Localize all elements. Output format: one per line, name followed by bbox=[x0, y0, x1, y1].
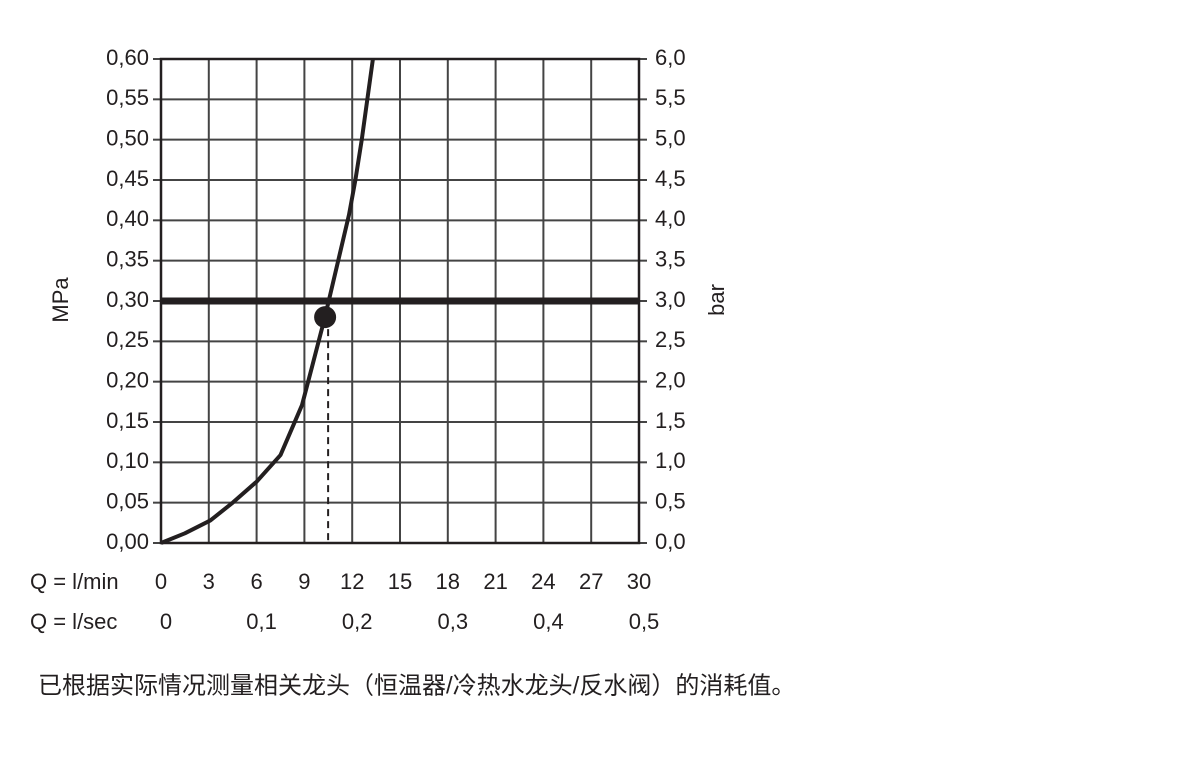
x2-tick-label: 0,1 bbox=[246, 609, 277, 634]
x-tick-label: 27 bbox=[579, 569, 603, 594]
x-tick-label: 24 bbox=[531, 569, 555, 594]
y2-tick-label: 2,5 bbox=[655, 327, 686, 352]
y2-tick-label: 0,5 bbox=[655, 488, 686, 513]
y-tick-label: 0,20 bbox=[106, 367, 149, 392]
y2-tick-label: 4,5 bbox=[655, 166, 686, 191]
y2-tick-label: 3,5 bbox=[655, 246, 686, 271]
x2-tick-label: 0 bbox=[160, 609, 172, 634]
curve bbox=[160, 58, 375, 545]
operating-point bbox=[314, 306, 337, 329]
y-tick-label: 0,00 bbox=[106, 529, 149, 554]
x2-axis-label: Q = l/sec bbox=[30, 609, 117, 634]
x-tick-label: 3 bbox=[203, 569, 215, 594]
x-axis-label: Q = l/min bbox=[30, 569, 119, 594]
x2-tick-label: 0,2 bbox=[342, 609, 373, 634]
x-tick-label: 0 bbox=[155, 569, 167, 594]
x2-tick-label: 0,4 bbox=[533, 609, 564, 634]
x-tick-label: 9 bbox=[298, 569, 310, 594]
x-tick-label: 30 bbox=[627, 569, 651, 594]
y2-tick-label: 5,5 bbox=[655, 85, 686, 110]
x-tick-label: 21 bbox=[483, 569, 507, 594]
y2-tick-label: 5,0 bbox=[655, 125, 686, 150]
x2-tick-label: 0,3 bbox=[438, 609, 469, 634]
y2-tick-label: 1,5 bbox=[655, 408, 686, 433]
y-tick-label: 0,35 bbox=[106, 246, 149, 271]
y-axis-label: MPa bbox=[48, 277, 73, 323]
y2-tick-label: 4,0 bbox=[655, 206, 686, 231]
x-tick-label: 15 bbox=[388, 569, 412, 594]
y-tick-label: 0,40 bbox=[106, 206, 149, 231]
y2-axis-label: bar bbox=[704, 284, 729, 316]
y-tick-label: 0,55 bbox=[106, 85, 149, 110]
y-tick-label: 0,10 bbox=[106, 448, 149, 473]
y-tick-label: 0,25 bbox=[106, 327, 149, 352]
y2-tick-label: 6,0 bbox=[655, 45, 686, 70]
footnote: 已根据实际情况测量相关龙头（恒温器/冷热水龙头/反水阀）的消耗值。 bbox=[38, 672, 795, 699]
y-tick-label: 0,45 bbox=[106, 166, 149, 191]
y-tick-label: 0,60 bbox=[106, 45, 149, 70]
y-tick-label: 0,30 bbox=[106, 287, 149, 312]
x-tick-label: 18 bbox=[436, 569, 460, 594]
x-tick-label: 6 bbox=[250, 569, 262, 594]
y-tick-label: 0,15 bbox=[106, 408, 149, 433]
y-tick-label: 0,50 bbox=[106, 125, 149, 150]
y-tick-label: 0,05 bbox=[106, 488, 149, 513]
x2-tick-label: 0,5 bbox=[629, 609, 660, 634]
x-tick-label: 12 bbox=[340, 569, 364, 594]
y2-tick-label: 0,0 bbox=[655, 529, 686, 554]
y2-tick-label: 1,0 bbox=[655, 448, 686, 473]
y2-tick-label: 2,0 bbox=[655, 367, 686, 392]
y2-tick-label: 3,0 bbox=[655, 287, 686, 312]
